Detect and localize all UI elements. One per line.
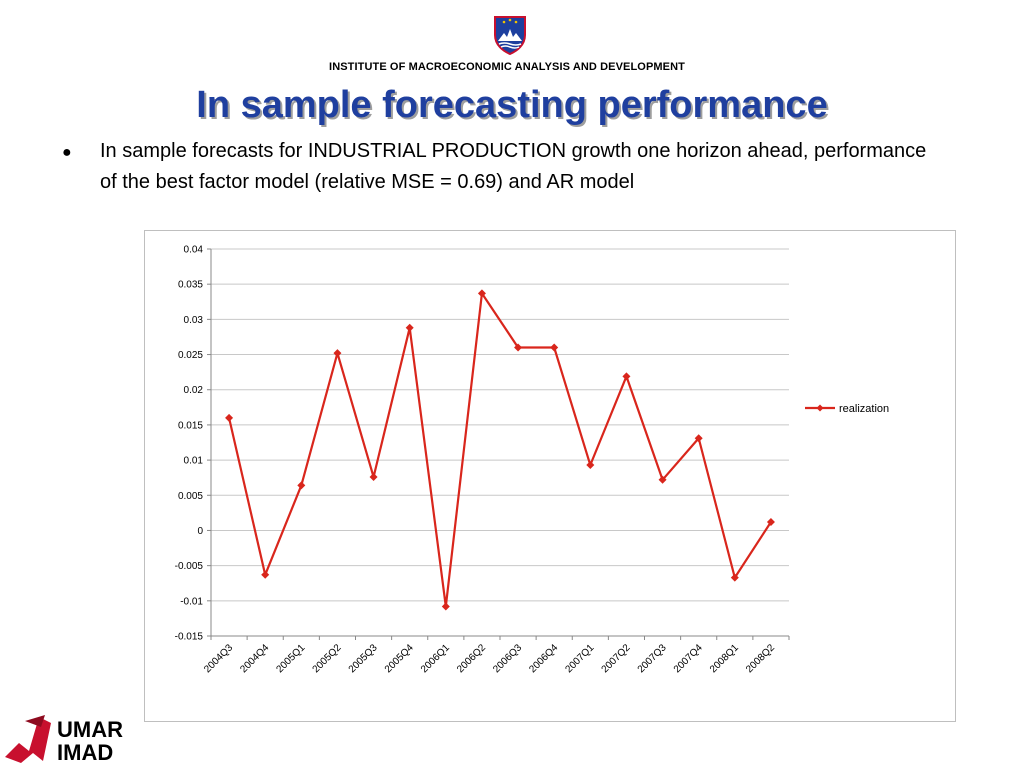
x-tick-label: 2007Q4 (672, 642, 705, 675)
x-tick-label: 2005Q4 (383, 642, 416, 675)
y-tick-label: 0.04 (184, 245, 204, 256)
slide-title: In sample forecasting performance (196, 84, 828, 126)
x-tick-label: 2006Q1 (419, 642, 452, 675)
y-tick-label: 0.035 (178, 280, 203, 291)
data-point-marker (369, 472, 378, 481)
y-tick-label: -0.005 (175, 561, 204, 572)
y-tick-label: 0 (197, 526, 203, 537)
data-point-marker (297, 481, 306, 490)
data-point-marker (514, 343, 523, 352)
x-tick-label: 2008Q1 (708, 642, 741, 675)
chart-area: 0.04 0.035 0.03 0.025 0.02 0.015 0.01 0.005 0 -0.… (144, 230, 956, 722)
svg-text:UMAR: UMAR (57, 717, 123, 742)
y-tick-label: 0.015 (178, 420, 203, 431)
data-point-marker (441, 602, 450, 611)
data-point-marker (694, 434, 703, 443)
coat-of-arms-icon (494, 16, 526, 55)
legend-label: realization (839, 403, 889, 415)
x-tick-label: 2008Q2 (744, 642, 777, 675)
data-point-marker (766, 518, 775, 527)
x-tick-label: 2007Q2 (600, 642, 633, 675)
data-point-marker (477, 289, 486, 298)
x-tick-label: 2006Q2 (455, 642, 488, 675)
x-tick-label: 2006Q4 (527, 642, 560, 675)
y-tick-label: 0.005 (178, 491, 203, 502)
data-point-marker (333, 349, 342, 358)
data-point-marker (586, 461, 595, 470)
y-tick-label: -0.01 (180, 596, 203, 607)
institute-name: INSTITUTE OF MACROECONOMIC ANALYSIS AND … (329, 61, 685, 73)
data-point-marker (261, 570, 270, 579)
x-tick-label: 2006Q3 (491, 642, 524, 675)
x-tick-label: 2005Q3 (347, 642, 380, 675)
data-point-marker (225, 413, 234, 422)
bullet-text: In sample forecasts for INDUSTRIAL PRODU… (100, 140, 927, 193)
data-point-marker (405, 323, 414, 332)
data-point-marker (550, 343, 559, 352)
y-tick-label: -0.015 (175, 632, 204, 643)
x-tick-label: 2005Q1 (274, 642, 307, 675)
umar-imad-logo: UMAR IMAD (5, 715, 123, 765)
x-tick-label: 2007Q1 (563, 642, 596, 675)
data-point-marker (658, 475, 667, 484)
x-tick-label: 2004Q4 (238, 642, 271, 675)
bullet-marker: ● (62, 144, 72, 161)
x-tick-label: 2007Q3 (636, 642, 669, 675)
y-tick-label: 0.02 (184, 385, 204, 396)
y-tick-label: 0.01 (184, 456, 204, 467)
y-tick-label: 0.025 (178, 350, 203, 361)
data-point-marker (730, 573, 739, 582)
y-tick-label: 0.03 (184, 315, 204, 326)
line-chart: 0.04 0.035 0.03 0.025 0.02 0.015 0.01 0.005 0 -0.… (175, 245, 890, 676)
svg-text:IMAD: IMAD (57, 740, 113, 765)
data-point-marker (622, 372, 631, 381)
series-line (227, 292, 772, 608)
x-tick-label: 2004Q3 (202, 642, 235, 675)
x-tick-label: 2005Q2 (311, 642, 344, 675)
legend-marker (816, 404, 824, 412)
